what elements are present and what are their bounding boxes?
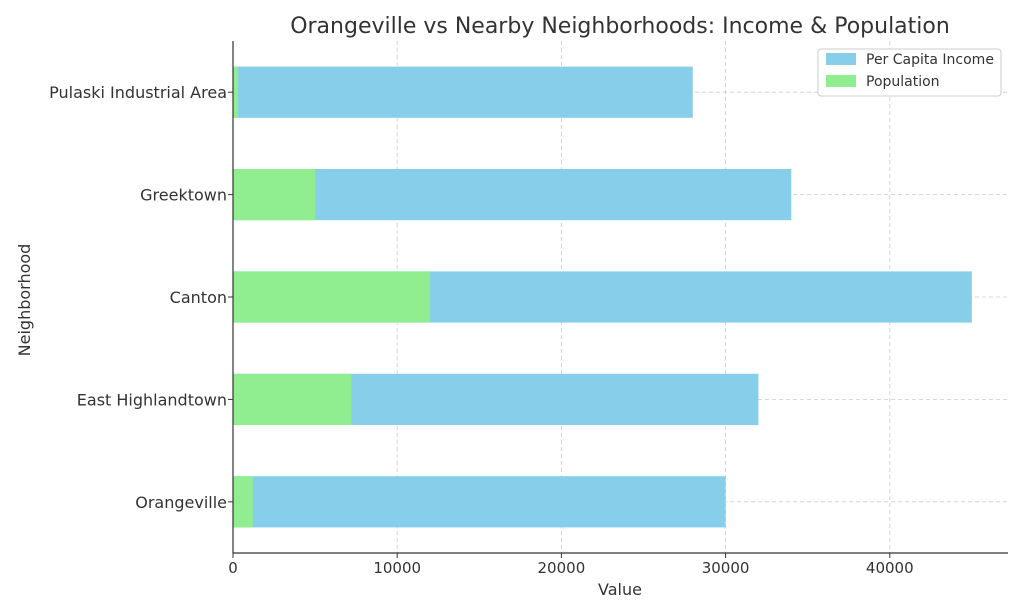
legend-swatch: [826, 53, 856, 65]
bar: [233, 476, 726, 528]
bar: [233, 373, 352, 425]
y-tick-label: Orangeville: [135, 493, 227, 512]
x-tick-label: 40000: [866, 559, 914, 577]
x-tick-label: 20000: [538, 559, 586, 577]
x-tick-label: 10000: [373, 559, 421, 577]
bars: [233, 66, 972, 528]
legend: Per Capita Income Population: [817, 48, 1002, 97]
x-tick-label: 0: [228, 559, 238, 577]
legend-label: Per Capita Income: [866, 52, 994, 68]
y-axis-label: Neighborhood: [15, 244, 34, 357]
y-tick-label: East Highlandtown: [77, 390, 227, 409]
y-tick-label: Greektown: [140, 186, 227, 205]
bar: [233, 66, 693, 118]
legend-swatch: [826, 75, 856, 87]
x-tick-label: 30000: [702, 559, 750, 577]
chart-title: Orangeville vs Nearby Neighborhoods: Inc…: [290, 14, 950, 39]
x-tick-labels: 0 10000 20000 30000 40000: [228, 553, 914, 577]
x-axis-label: Value: [598, 580, 642, 599]
bar: [233, 476, 253, 528]
bar: [233, 271, 431, 323]
y-tick-label: Canton: [170, 288, 227, 307]
legend-box: [817, 48, 1002, 97]
bar: [233, 66, 238, 118]
y-tick-label: Pulaski Industrial Area: [49, 83, 227, 102]
y-tick-labels: Orangeville East Highlandtown Canton Greekt…: [49, 83, 233, 512]
legend-label: Population: [866, 74, 940, 90]
bar: [233, 169, 792, 221]
bar: [233, 169, 316, 221]
